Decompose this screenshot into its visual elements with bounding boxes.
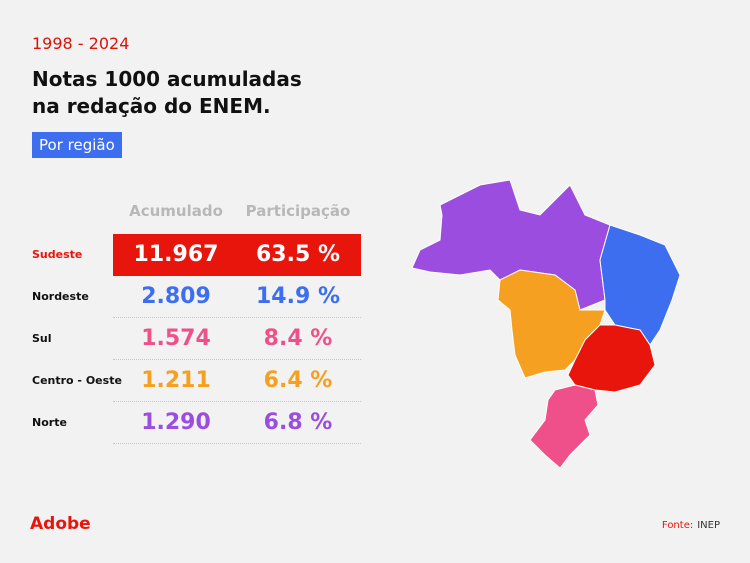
source-label: Fonte:	[661, 520, 694, 531]
table-row: Norte 1.290 6.8 %	[0, 402, 370, 444]
logo: Adobe	[30, 514, 91, 534]
total-value: 1.574	[141, 326, 211, 351]
table-row: Nordeste 2.809 14.9 %	[0, 276, 370, 318]
region-name: Sul	[32, 332, 52, 345]
table-row: Sudeste 11.967 63.5 %	[0, 234, 370, 276]
period: 1998 - 2024	[32, 34, 130, 53]
share-value: 14.9 %	[256, 284, 340, 309]
share-value: 6.8 %	[263, 410, 333, 435]
total-value: 2.809	[141, 284, 211, 309]
badge: Por região	[32, 132, 122, 158]
source: Fonte: INEP	[662, 520, 720, 531]
row-background	[113, 318, 361, 360]
column-header: Participação	[245, 202, 351, 220]
row-background	[113, 402, 361, 444]
table-row: Centro - Oeste 1.211 6.4 %	[0, 360, 370, 402]
title: Notas 1000 acumuladas na redação do ENEM…	[32, 66, 302, 120]
region-sul	[529, 384, 599, 469]
share-value: 8.4 %	[263, 326, 333, 351]
map	[411, 179, 681, 469]
row-background	[113, 360, 361, 402]
region-name: Nordeste	[32, 290, 89, 303]
title-line: Notas 1000 acumuladas	[32, 67, 302, 91]
title-line: na redação do ENEM.	[32, 94, 271, 118]
total-value: 1.290	[141, 410, 211, 435]
total-value: 11.967	[133, 242, 219, 267]
table-row: Sul 1.574 8.4 %	[0, 318, 370, 360]
row-background	[113, 276, 361, 318]
row-background	[113, 234, 361, 276]
column-header: Acumulado	[129, 202, 223, 220]
source-value: INEP	[697, 520, 720, 531]
region-name: Centro - Oeste	[32, 374, 122, 387]
region-name: Norte	[32, 416, 67, 429]
region-name: Sudeste	[32, 248, 83, 261]
share-value: 63.5 %	[256, 242, 340, 267]
total-value: 1.211	[141, 368, 211, 393]
share-value: 6.4 %	[263, 368, 333, 393]
